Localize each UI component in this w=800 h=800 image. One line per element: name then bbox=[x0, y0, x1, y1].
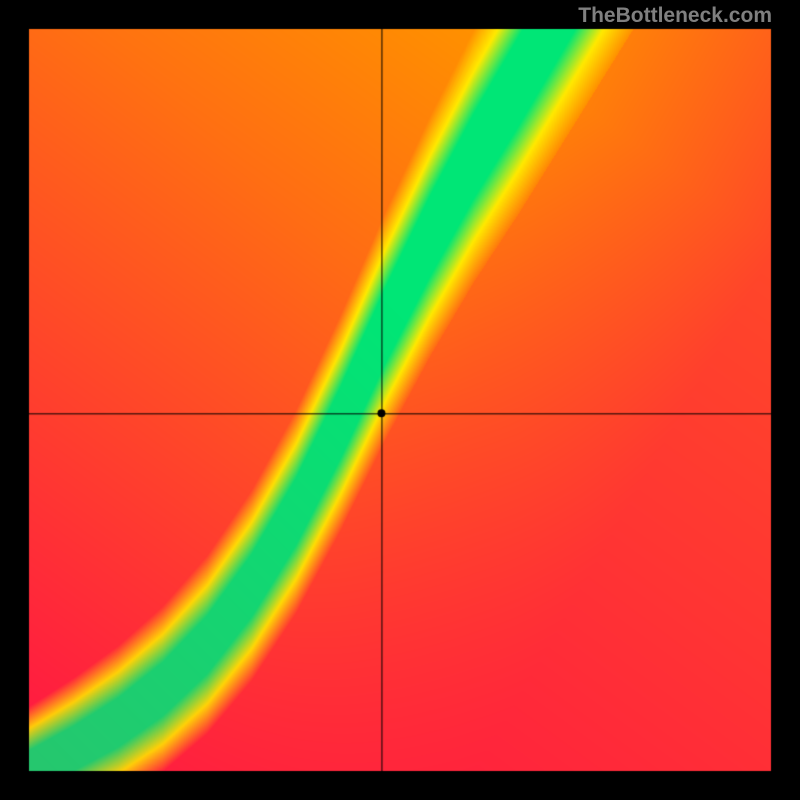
heatmap-canvas bbox=[0, 0, 800, 800]
watermark-text: TheBottleneck.com bbox=[578, 4, 772, 28]
heatmap-chart: TheBottleneck.com bbox=[0, 0, 800, 800]
